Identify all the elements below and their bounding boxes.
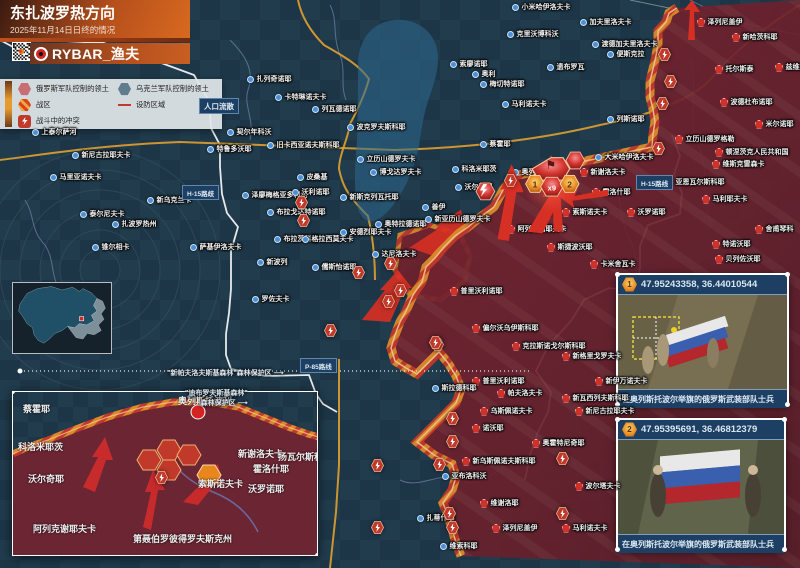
svg-text:⚑: ⚑ [545, 158, 556, 172]
svg-text:1: 1 [533, 180, 538, 190]
svg-text:x9: x9 [548, 183, 556, 192]
svg-text:2: 2 [567, 180, 572, 190]
